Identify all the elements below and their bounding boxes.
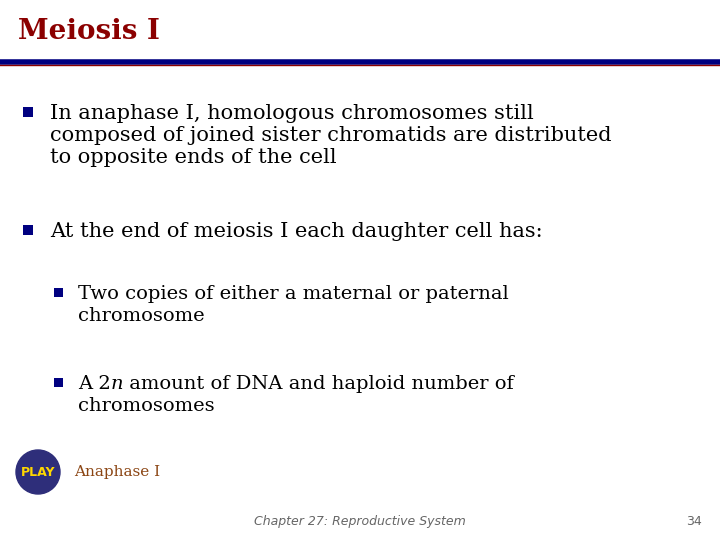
Text: Meiosis I: Meiosis I [18,17,160,45]
Bar [23,225,33,235]
Text: chromosomes: chromosomes [78,397,215,415]
Text: At the end of meiosis I each daughter cell has:: At the end of meiosis I each daughter ce… [50,222,543,241]
Bar [53,377,63,387]
Text: In anaphase I, homologous chromosomes still: In anaphase I, homologous chromosomes st… [50,104,534,123]
Text: amount of DNA and haploid number of: amount of DNA and haploid number of [123,375,514,393]
Text: n: n [111,375,123,393]
Text: Chapter 27: Reproductive System: Chapter 27: Reproductive System [254,515,466,528]
Bar [23,107,33,117]
Text: Anaphase I: Anaphase I [74,465,160,479]
Text: composed of joined sister chromatids are distributed: composed of joined sister chromatids are… [50,126,611,145]
Text: A 2: A 2 [78,375,111,393]
Text: chromosome: chromosome [78,307,204,325]
Text: to opposite ends of the cell: to opposite ends of the cell [50,148,337,167]
Text: PLAY: PLAY [21,465,55,478]
Bar [0,0,720,62]
Circle shape [16,450,60,494]
Text: Two copies of either a maternal or paternal: Two copies of either a maternal or pater… [78,285,509,303]
Bar [53,287,63,296]
Text: 34: 34 [686,515,702,528]
